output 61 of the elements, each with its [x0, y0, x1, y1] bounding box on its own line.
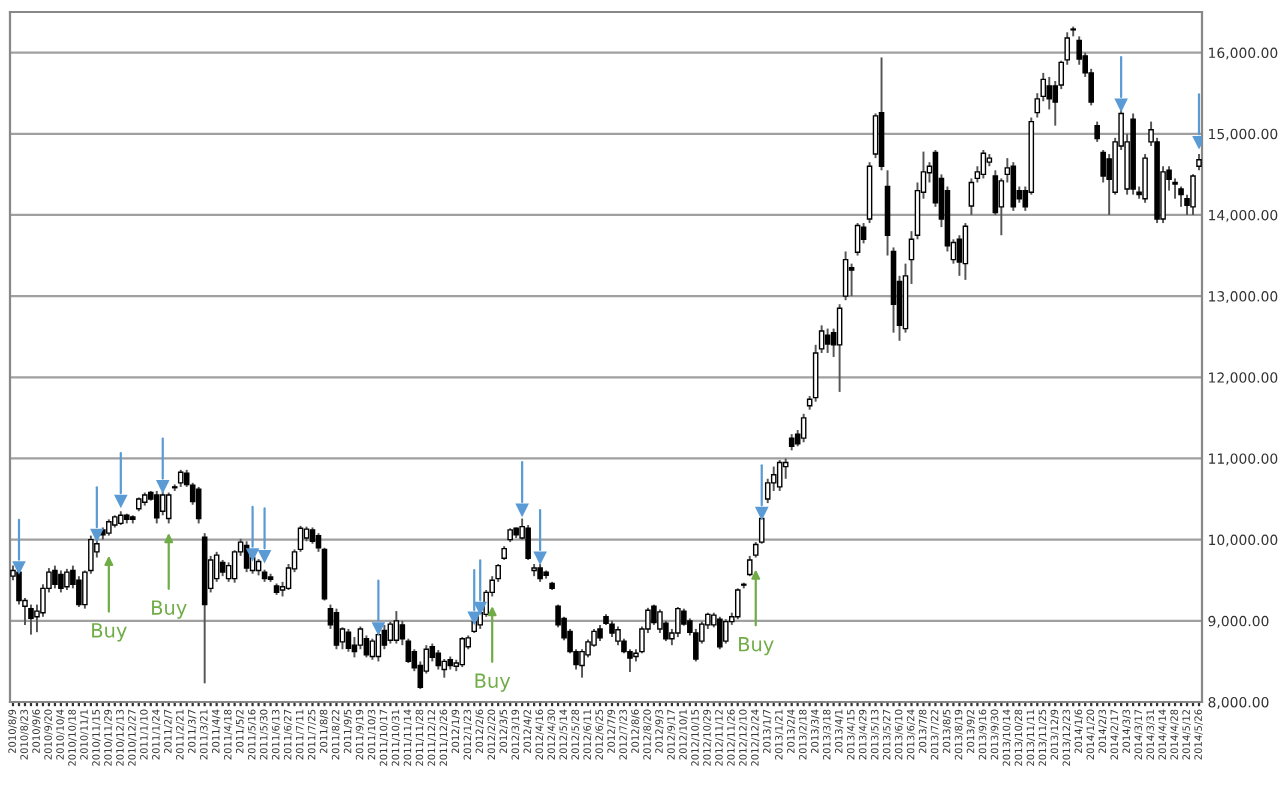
- candlestick: [387, 620, 394, 645]
- candlestick: [1010, 161, 1017, 212]
- candlestick: [357, 625, 364, 651]
- point: [114, 494, 128, 509]
- candlestick: [64, 567, 70, 591]
- candlestick: [872, 112, 879, 160]
- point: [90, 528, 104, 543]
- candlestick: [1190, 173, 1196, 216]
- candlestick: [1178, 185, 1184, 208]
- point: [257, 549, 272, 564]
- annotation: Buy: [739, 637, 774, 656]
- candlestick: [525, 524, 531, 561]
- candlestick: [860, 222, 867, 245]
- candlestick: [1094, 120, 1100, 143]
- point: [12, 561, 26, 575]
- annotation: Buy: [92, 623, 127, 642]
- candlestick: [459, 636, 466, 669]
- candlestick: [956, 234, 963, 277]
- candlestick: [776, 459, 783, 492]
- candlestick: [675, 606, 681, 639]
- candlestick: [345, 627, 352, 653]
- candlestick: [369, 637, 376, 661]
- candlestick: [746, 554, 753, 578]
- candlestick: [393, 610, 400, 645]
- candlestick: [435, 649, 442, 671]
- annotation: Buy: [152, 600, 187, 619]
- candlestick: [165, 491, 172, 525]
- point: [473, 601, 488, 616]
- candlestick: [651, 603, 657, 626]
- point: [371, 622, 386, 636]
- candlestick: [333, 607, 340, 651]
- point: [754, 506, 769, 521]
- candlestick: [615, 625, 621, 647]
- point: [533, 551, 547, 566]
- candlestick: [723, 618, 729, 645]
- candlestick: [836, 303, 843, 393]
- point: [155, 480, 170, 494]
- candlestick: [657, 608, 663, 634]
- candlestick: [58, 569, 64, 594]
- candlestick: [800, 412, 807, 444]
- candlestick: [153, 489, 160, 525]
- candlestick: [824, 327, 831, 354]
- candlestick: [968, 177, 975, 216]
- candlestick: [363, 634, 370, 659]
- candlestick: [1046, 75, 1053, 111]
- candlestick: [159, 489, 166, 517]
- point: [1114, 98, 1128, 113]
- candlestick: [848, 262, 855, 298]
- point: [467, 611, 482, 626]
- candlestick: [28, 603, 34, 636]
- candlestick: [717, 615, 723, 651]
- candlestick: [854, 222, 861, 257]
- annotation: Buy: [475, 673, 511, 692]
- candlestick: [381, 623, 388, 651]
- point: [515, 503, 529, 518]
- candlestick: [441, 658, 448, 679]
- candlestick: [734, 587, 741, 621]
- candlestick: [842, 250, 849, 302]
- point: [245, 548, 260, 562]
- candlestick: [52, 564, 58, 590]
- candlestick: [1142, 153, 1148, 204]
